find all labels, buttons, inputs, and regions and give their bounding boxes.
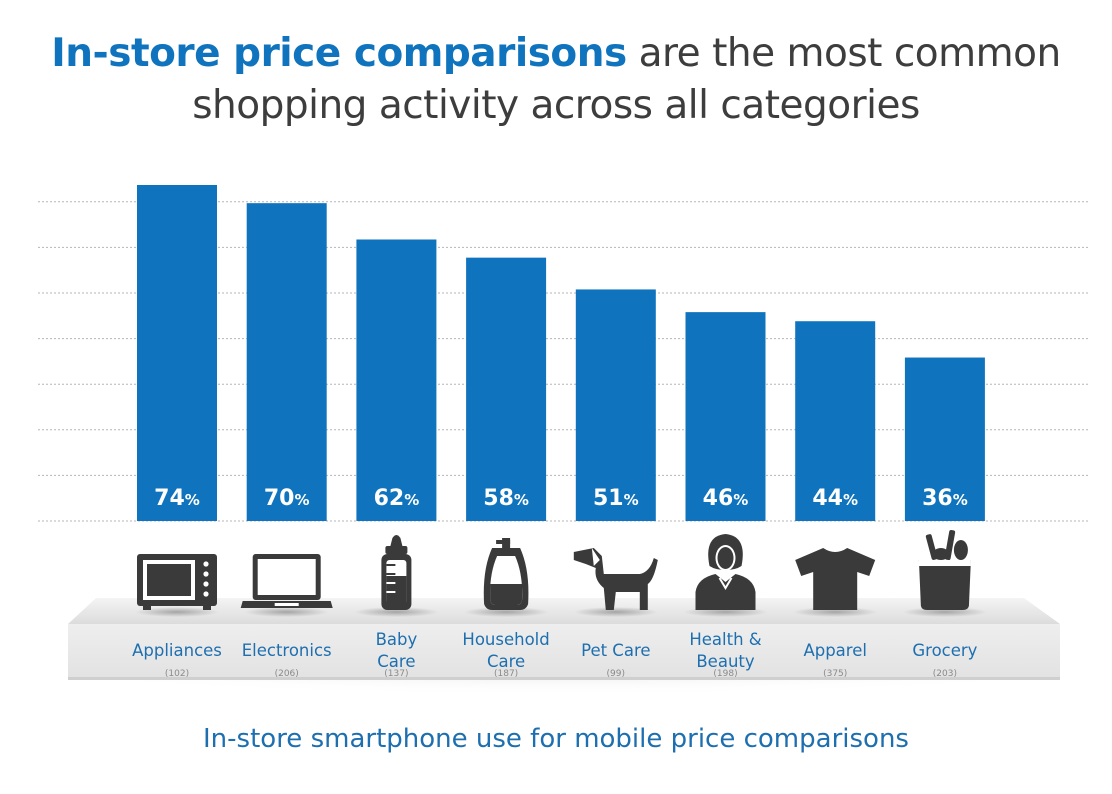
bar [356, 239, 437, 521]
bar-chart: 74% 70% 62% 58% 51% 46% 44% 36% Appliances (102)… [38, 185, 1090, 720]
tshirt-icon [795, 548, 876, 610]
grocery-bag-icon [918, 530, 971, 610]
sample-size-label: (187) [494, 669, 518, 679]
bar [246, 203, 327, 521]
chart-subtitle: In-store smartphone use for mobile price… [203, 724, 909, 754]
bar-value-label: 70% [264, 486, 310, 511]
category-label: Pet Care [581, 641, 650, 660]
sample-size-label: (198) [713, 669, 737, 679]
title-line-2: shopping activity across all categories [192, 83, 920, 128]
microwave-icon [137, 554, 217, 610]
category-label: Grocery [912, 641, 977, 660]
chart-title: In-store price comparisons are the most … [0, 28, 1112, 132]
bar-value-label: 51% [593, 486, 639, 511]
bar-value-label: 58% [483, 486, 529, 511]
bar [795, 321, 876, 521]
category-label: Household Care [462, 630, 549, 671]
category-label: Baby Care [376, 630, 418, 671]
icon-shadow [135, 607, 219, 617]
category-label: Electronics [242, 641, 332, 660]
icon-shadow [573, 607, 658, 617]
bar-value-label: 74% [154, 486, 200, 511]
title-rest: are the most common [626, 31, 1062, 76]
bar-value-label: 44% [812, 486, 858, 511]
bar [904, 357, 985, 521]
sample-size-label: (375) [823, 669, 847, 679]
bar [466, 257, 547, 521]
category-label: Appliances [132, 641, 222, 660]
bar-value-label: 36% [922, 486, 968, 511]
bar [685, 312, 766, 521]
bar [575, 289, 656, 521]
sample-size-label: (203) [933, 669, 957, 679]
category-label: Health & Beauty [689, 630, 761, 671]
baby-bottle-icon [381, 535, 412, 610]
sample-size-label: (206) [275, 669, 299, 679]
laptop-icon [240, 554, 333, 608]
category-label: Apparel [803, 641, 867, 660]
sample-size-label: (137) [384, 669, 408, 679]
title-highlight: In-store price comparisons [51, 31, 627, 76]
sample-size-label: (102) [165, 669, 189, 679]
dog-icon [573, 548, 658, 610]
icon-shadow [354, 607, 439, 617]
woman-icon [695, 534, 756, 610]
bar-value-label: 62% [374, 486, 420, 511]
bar [137, 185, 217, 521]
icon-shadow [464, 607, 549, 617]
detergent-bottle-icon [483, 538, 529, 610]
icon-shadow [244, 607, 329, 617]
sample-size-label: (99) [607, 669, 625, 679]
bar-value-label: 46% [703, 486, 749, 511]
